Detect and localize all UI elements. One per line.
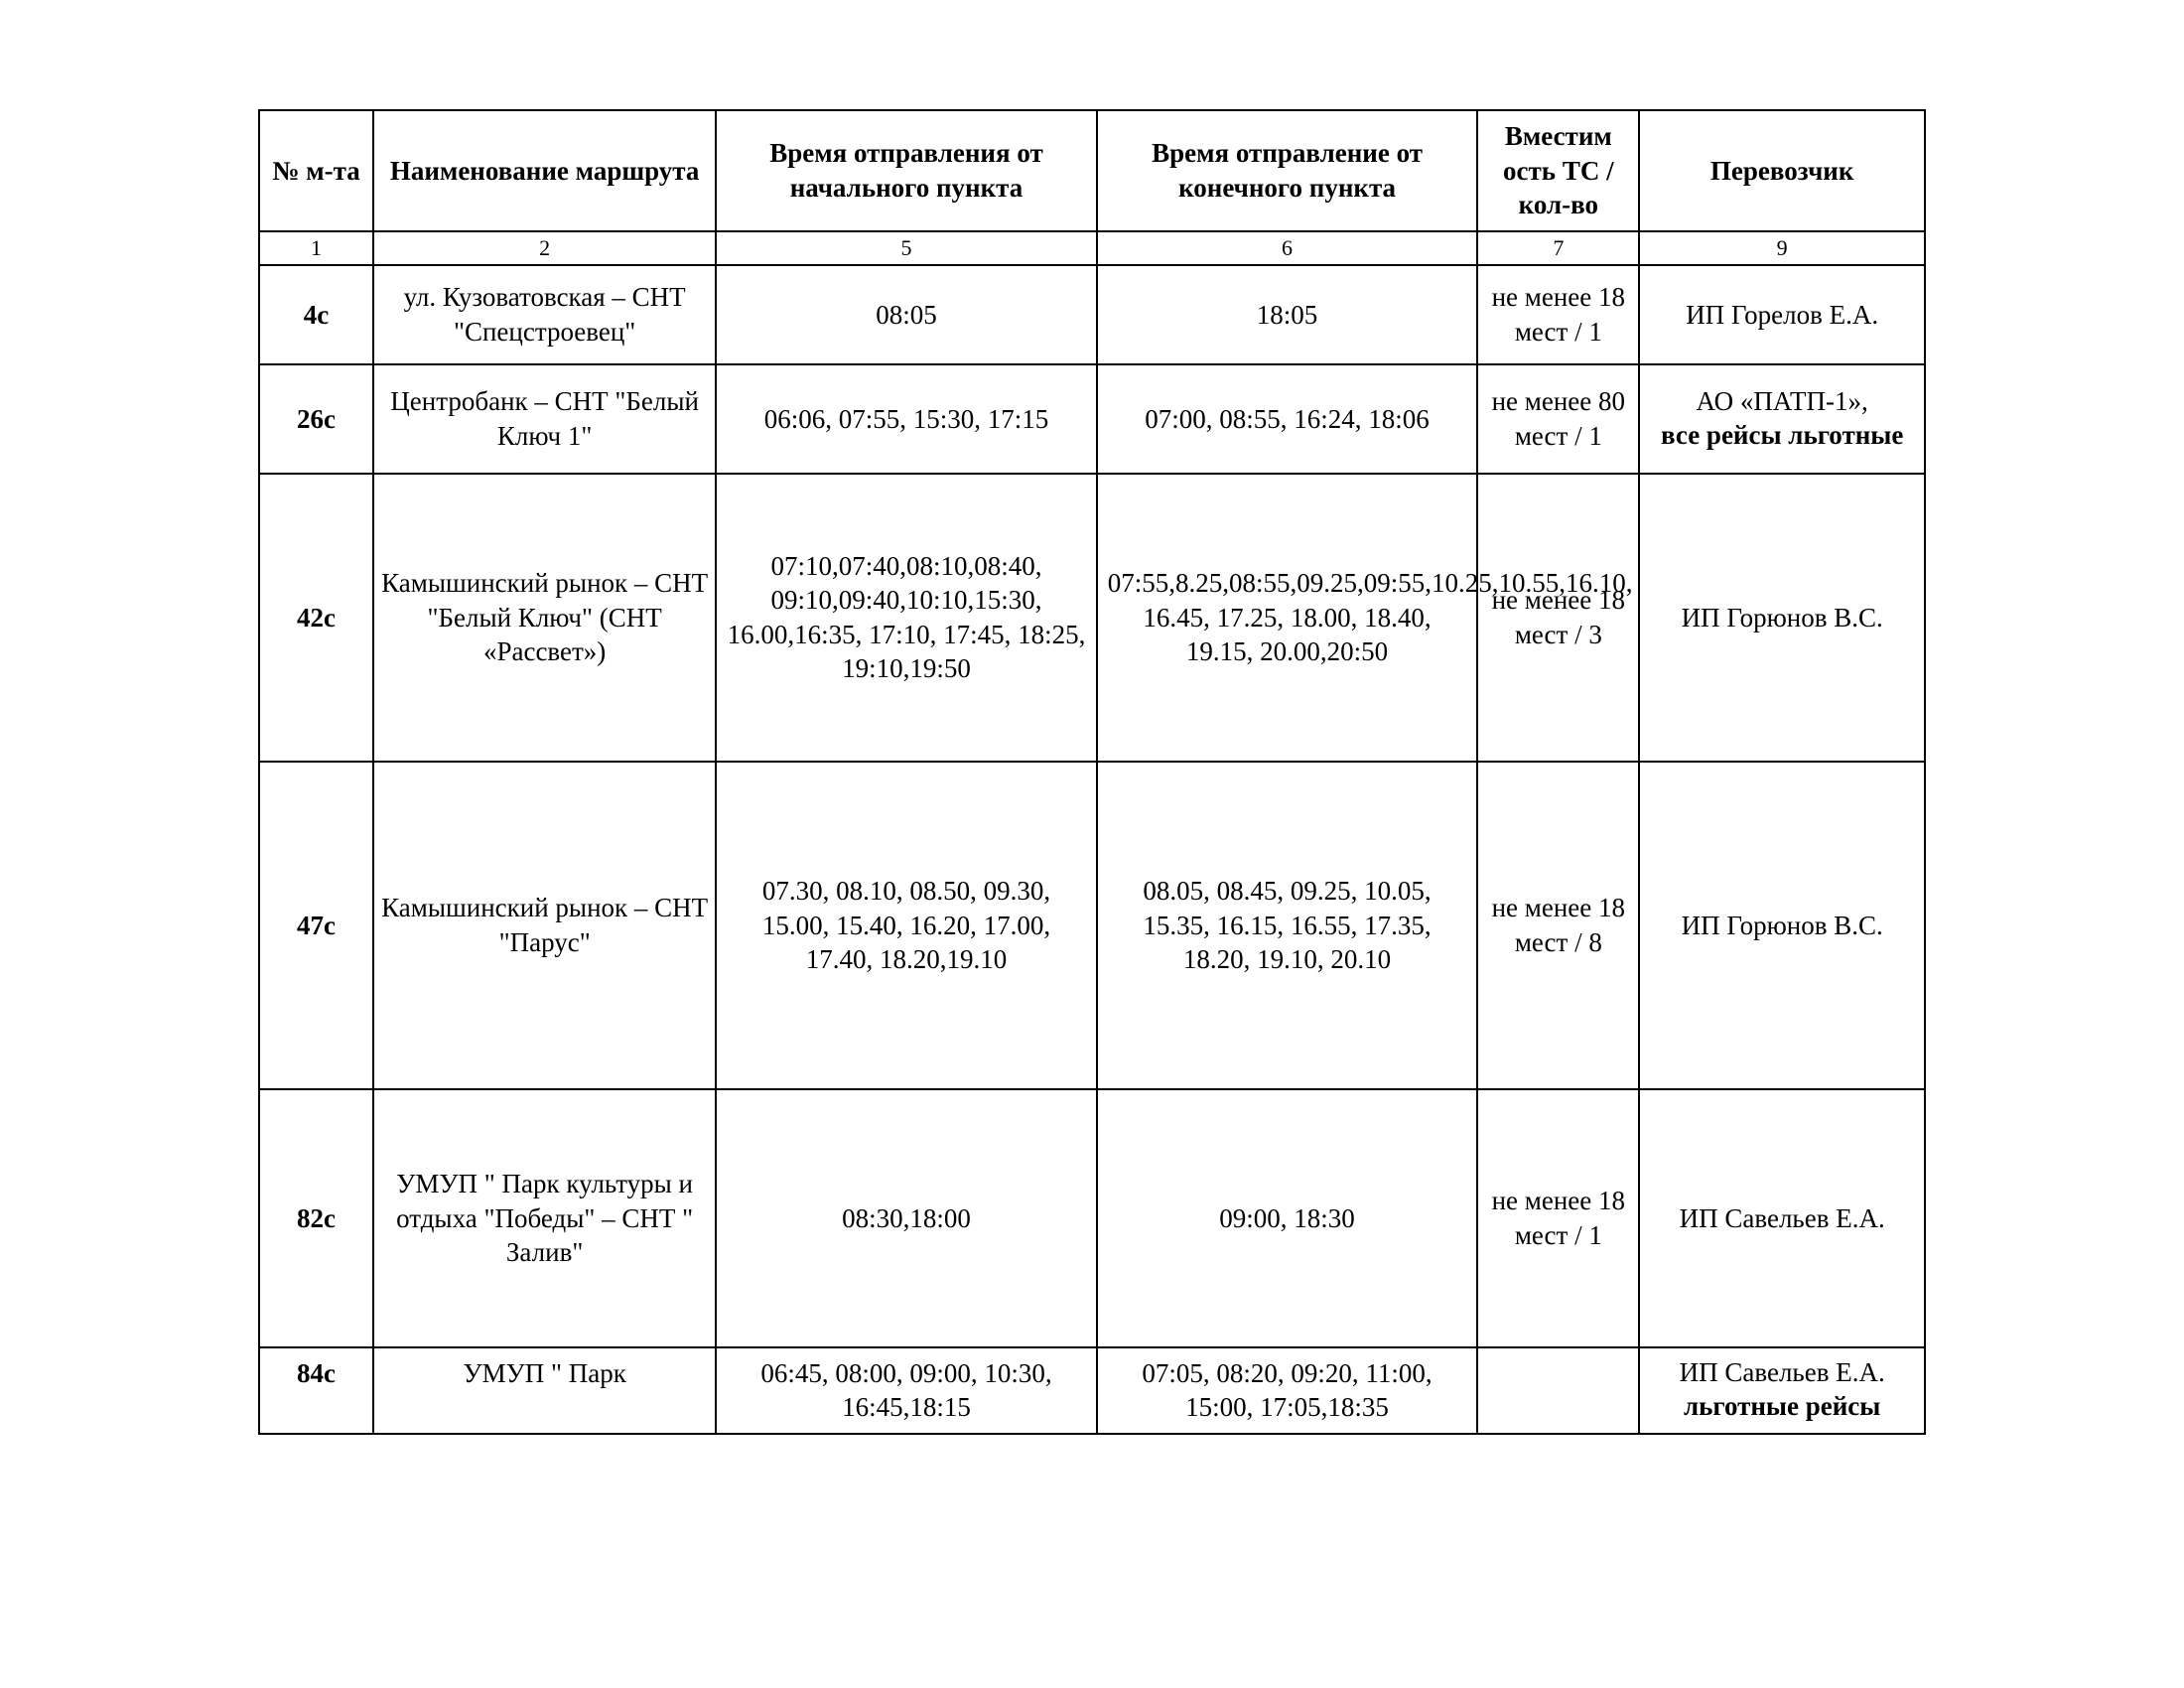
carrier-name: ИП Горюнов В.С.: [1682, 603, 1883, 633]
carrier-note: все рейсы льготные: [1661, 420, 1903, 450]
header-cap: Вместим ость ТС / кол-во: [1477, 110, 1639, 231]
route-name: УМУП " Парк: [373, 1347, 716, 1434]
departure-times: 08:05: [716, 265, 1097, 364]
bus-schedule-table: № м-та Наименование маршрута Время отпра…: [258, 109, 1926, 1435]
route-number: 4с: [259, 265, 373, 364]
carrier-name: ИП Горюнов В.С.: [1682, 911, 1883, 940]
return-times: 18:05: [1097, 265, 1478, 364]
col-label-5: 5: [716, 231, 1097, 265]
header-name: Наименование маршрута: [373, 110, 716, 231]
table-row: 4с ул. Кузоватовская – СНТ "Спецстроевец…: [259, 265, 1925, 364]
col-label-2: 2: [373, 231, 716, 265]
carrier: ИП Горюнов В.С.: [1639, 474, 1925, 762]
carrier: АО «ПАТП-1», все рейсы льготные: [1639, 364, 1925, 474]
table-row: 84с УМУП " Парк 06:45, 08:00, 09:00, 10:…: [259, 1347, 1925, 1434]
departure-times: 07.30, 08.10, 08.50, 09.30, 15.00, 15.40…: [716, 762, 1097, 1089]
carrier: ИП Горелов Е.А.: [1639, 265, 1925, 364]
carrier-name: АО «ПАТП-1»,: [1697, 386, 1868, 416]
return-times: 07:55,8.25,08:55,09.25,09:55,10.25,10.55…: [1097, 474, 1478, 762]
table-row: 42с Камышинский рынок – СНТ "Белый Ключ"…: [259, 474, 1925, 762]
departure-times: 08:30,18:00: [716, 1089, 1097, 1347]
col-label-7: 7: [1477, 231, 1639, 265]
return-times: 07:00, 08:55, 16:24, 18:06: [1097, 364, 1478, 474]
col-label-6: 6: [1097, 231, 1478, 265]
capacity: [1477, 1347, 1639, 1434]
route-name: Центробанк – СНТ "Белый Ключ 1": [373, 364, 716, 474]
capacity: не менее 18 мест / 1: [1477, 1089, 1639, 1347]
departure-times: 06:06, 07:55, 15:30, 17:15: [716, 364, 1097, 474]
route-name: УМУП " Парк культуры и отдыха "Победы" –…: [373, 1089, 716, 1347]
carrier-name: ИП Савельев Е.А.: [1680, 1357, 1885, 1387]
header-dep: Время отправления от начального пункта: [716, 110, 1097, 231]
table-row: 82с УМУП " Парк культуры и отдыха "Побед…: [259, 1089, 1925, 1347]
route-number: 26с: [259, 364, 373, 474]
capacity: не менее 18 мест / 3: [1477, 474, 1639, 762]
route-number: 47с: [259, 762, 373, 1089]
carrier-name: ИП Савельев Е.А.: [1680, 1203, 1885, 1233]
return-times: 07:05, 08:20, 09:20, 11:00, 15:00, 17:05…: [1097, 1347, 1478, 1434]
capacity: не менее 18 мест / 8: [1477, 762, 1639, 1089]
header-carrier: Перевозчик: [1639, 110, 1925, 231]
table-row: 47с Камышинский рынок – СНТ "Парус" 07.3…: [259, 762, 1925, 1089]
departure-times: 06:45, 08:00, 09:00, 10:30, 16:45,18:15: [716, 1347, 1097, 1434]
route-number: 42с: [259, 474, 373, 762]
carrier-name: ИП Горелов Е.А.: [1686, 300, 1878, 330]
header-ret: Время отправление от конечного пункта: [1097, 110, 1478, 231]
carrier: ИП Савельев Е.А.: [1639, 1089, 1925, 1347]
col-label-9: 9: [1639, 231, 1925, 265]
carrier: ИП Савельев Е.А. льготные рейсы: [1639, 1347, 1925, 1434]
capacity: не менее 80 мест / 1: [1477, 364, 1639, 474]
col-label-1: 1: [259, 231, 373, 265]
header-row: № м-та Наименование маршрута Время отпра…: [259, 110, 1925, 231]
route-name: Камышинский рынок – СНТ "Белый Ключ" (СН…: [373, 474, 716, 762]
table-row: 26с Центробанк – СНТ "Белый Ключ 1" 06:0…: [259, 364, 1925, 474]
route-name: ул. Кузоватовская – СНТ "Спецстроевец": [373, 265, 716, 364]
route-name: Камышинский рынок – СНТ "Парус": [373, 762, 716, 1089]
route-number: 84с: [259, 1347, 373, 1434]
departure-times: 07:10,07:40,08:10,08:40, 09:10,09:40,10:…: [716, 474, 1097, 762]
header-num: № м-та: [259, 110, 373, 231]
return-times: 09:00, 18:30: [1097, 1089, 1478, 1347]
carrier-note: льготные рейсы: [1684, 1391, 1880, 1421]
carrier: ИП Горюнов В.С.: [1639, 762, 1925, 1089]
column-number-row: 1 2 5 6 7 9: [259, 231, 1925, 265]
route-number: 82с: [259, 1089, 373, 1347]
return-times: 08.05, 08.45, 09.25, 10.05, 15.35, 16.15…: [1097, 762, 1478, 1089]
capacity: не менее 18 мест / 1: [1477, 265, 1639, 364]
